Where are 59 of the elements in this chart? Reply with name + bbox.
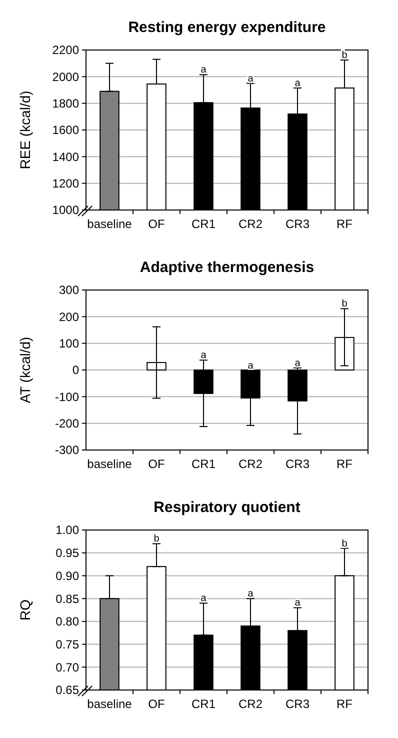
x-tick-label: RF — [336, 457, 352, 471]
chart-title: Adaptive thermogenesis — [140, 259, 314, 276]
x-tick-label: CR2 — [238, 697, 263, 711]
x-tick-label: OF — [148, 697, 165, 711]
y-tick-label: -300 — [54, 443, 80, 458]
x-tick-label: CR3 — [285, 457, 310, 471]
annotation: b — [342, 50, 348, 61]
y-tick-label: 1600 — [52, 123, 80, 138]
y-tick-label: 100 — [58, 336, 80, 351]
x-tick-label: RF — [336, 217, 352, 231]
y-tick-label: 1800 — [52, 96, 80, 111]
y-axis-title: REE (kcal/d) — [17, 90, 33, 170]
y-tick-label: 0.90 — [56, 568, 80, 583]
y-tick-label: 0 — [72, 363, 80, 378]
chart-title: Respiratory quotient — [154, 499, 300, 516]
y-tick-label: 0.75 — [56, 637, 80, 652]
y-axis-title: RQ — [17, 599, 33, 620]
y-tick-label: -200 — [54, 416, 80, 431]
annotation: a — [248, 73, 254, 84]
x-tick-label: CR2 — [238, 217, 263, 231]
annotation: a — [248, 588, 254, 600]
annotation: a — [294, 78, 301, 89]
y-tick-label: 1400 — [52, 150, 80, 164]
x-tick-label: CR1 — [191, 217, 216, 231]
y-tick-label: 1200 — [52, 176, 80, 191]
y-tick-label: 0.65 — [56, 683, 80, 698]
y-tick-label: -100 — [54, 390, 80, 404]
x-tick-label: OF — [148, 217, 165, 231]
y-tick-label: 200 — [58, 310, 80, 324]
annotation: a — [294, 598, 301, 609]
y-tick-label: 2000 — [52, 70, 80, 84]
x-tick-label: baseline — [87, 697, 132, 711]
annotation: a — [248, 360, 254, 372]
annotation: a — [200, 64, 207, 76]
x-tick-label: OF — [148, 457, 165, 471]
x-tick-label: baseline — [87, 217, 132, 231]
y-tick-label: 0.85 — [56, 592, 80, 606]
annotation: a — [294, 358, 301, 369]
x-tick-label: RF — [336, 697, 352, 711]
annotation: a — [200, 593, 207, 604]
x-tick-label: CR1 — [191, 697, 216, 711]
y-tick-label: 2200 — [52, 43, 80, 58]
y-tick-label: 0.95 — [56, 546, 80, 560]
annotation: b — [342, 298, 348, 310]
annotation: b — [342, 538, 348, 550]
annotation: a — [200, 350, 207, 362]
x-tick-label: CR3 — [285, 217, 310, 231]
x-tick-label: baseline — [87, 457, 132, 471]
y-axis-title: AT (kcal/d) — [17, 336, 33, 404]
y-tick-label: 0.80 — [56, 614, 80, 629]
y-tick-label: 0.70 — [56, 660, 80, 674]
y-tick-label: 1000 — [52, 203, 80, 218]
annotation: b — [154, 534, 160, 545]
y-tick-label: 300 — [58, 283, 80, 298]
y-tick-label: 1.00 — [56, 523, 80, 538]
x-tick-label: CR1 — [191, 457, 216, 471]
chart-title: Resting energy expenditure — [128, 19, 326, 36]
x-tick-label: CR2 — [238, 457, 263, 471]
x-tick-label: CR3 — [285, 697, 310, 711]
